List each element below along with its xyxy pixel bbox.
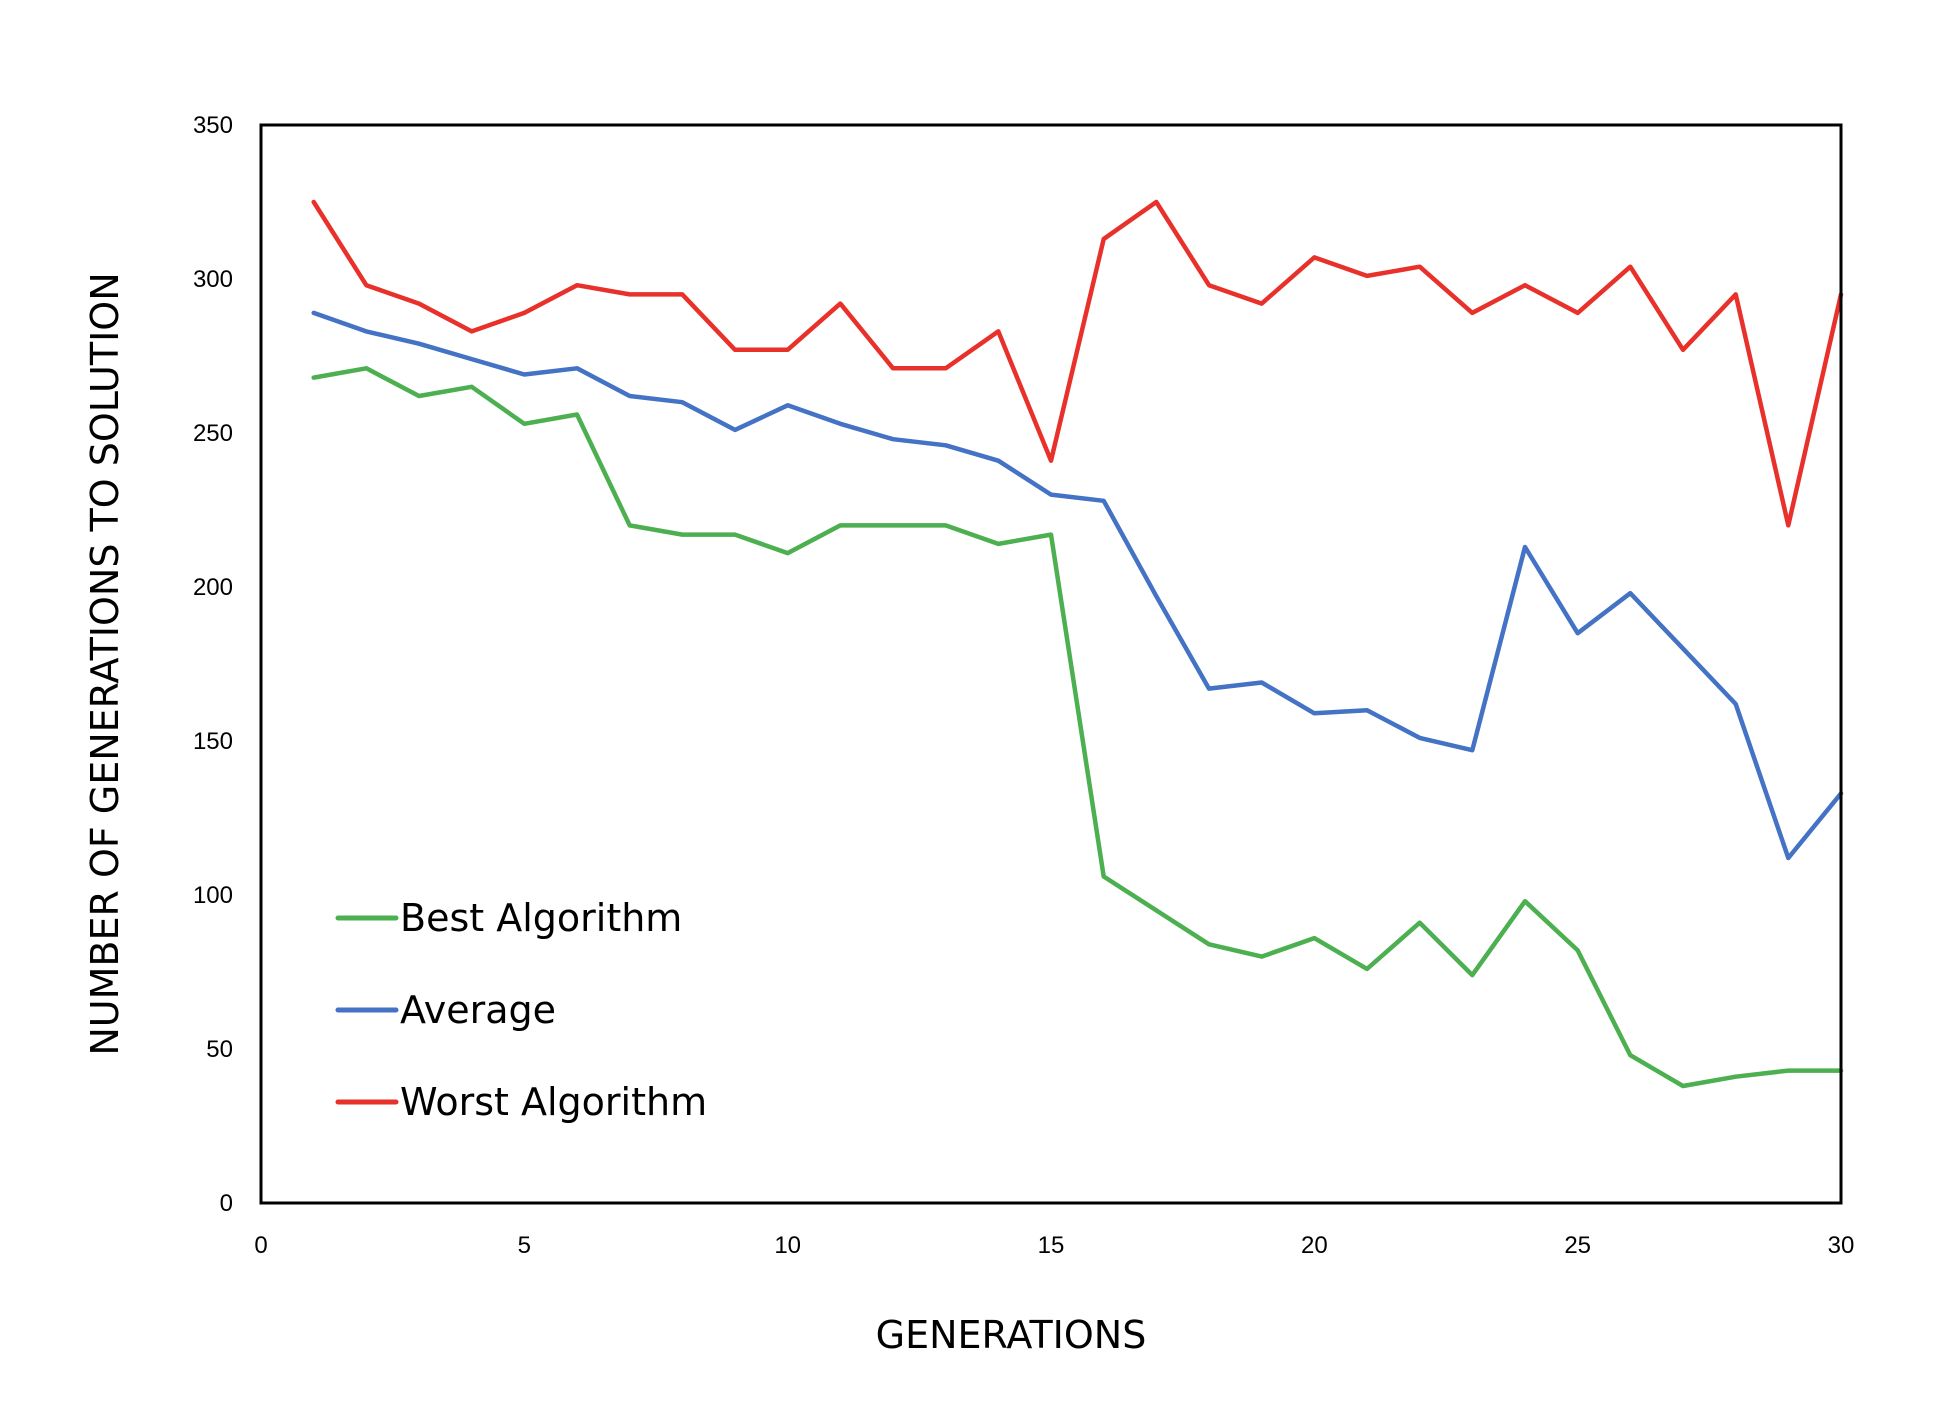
y-tick-label: 0	[220, 1190, 233, 1217]
y-tick-label: 150	[193, 728, 233, 755]
y-axis-ticks: 0 50 100 150 200 250 300 350	[193, 112, 233, 1217]
legend-item-worst-algorithm: Worst Algorithm	[335, 1080, 707, 1124]
x-tick-label: 10	[774, 1232, 801, 1259]
x-tick-label: 5	[518, 1232, 531, 1259]
plot-frame	[259, 123, 1843, 1205]
x-axis-ticks: 0 5 10 15 20 25 30	[254, 1232, 1854, 1259]
legend-item-average: Average	[335, 988, 556, 1032]
y-tick-label: 100	[193, 882, 233, 909]
x-tick-label: 0	[254, 1232, 267, 1259]
y-tick-label: 200	[193, 574, 233, 601]
x-tick-label: 25	[1564, 1232, 1591, 1259]
series-line-best-algorithm	[311, 366, 1844, 1089]
legend: Best Algorithm Average Worst Algorithm	[335, 896, 707, 1124]
x-tick-label: 30	[1828, 1232, 1855, 1259]
y-tick-label: 250	[193, 420, 233, 447]
y-tick-label: 50	[206, 1036, 233, 1063]
series-layer	[311, 199, 1844, 1089]
y-tick-label: 300	[193, 266, 233, 293]
x-axis-title: GENERATIONS	[876, 1313, 1147, 1357]
legend-label: Average	[400, 988, 556, 1032]
y-axis-title: NUMBER OF GENERATIONS TO SOLUTION	[83, 272, 127, 1055]
legend-label: Worst Algorithm	[400, 1080, 707, 1124]
series-line-average	[311, 310, 1844, 861]
series-line-worst-algorithm	[311, 199, 1844, 528]
y-tick-label: 350	[193, 112, 233, 139]
x-tick-label: 15	[1038, 1232, 1065, 1259]
x-tick-label: 20	[1301, 1232, 1328, 1259]
legend-item-best-algorithm: Best Algorithm	[335, 896, 682, 940]
legend-label: Best Algorithm	[400, 896, 682, 940]
